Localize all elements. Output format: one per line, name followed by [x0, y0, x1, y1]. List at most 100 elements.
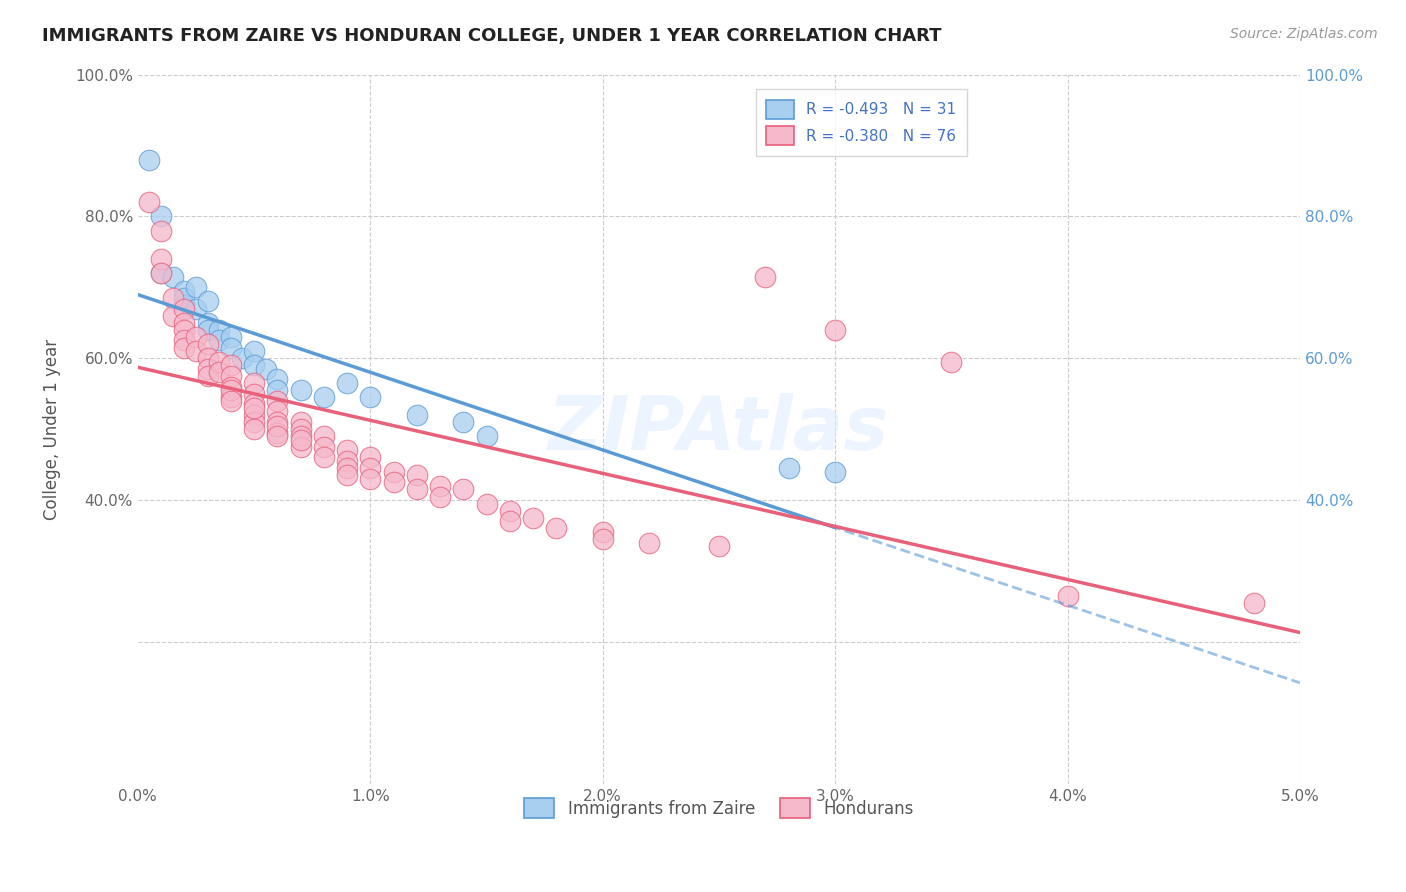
- Point: [312, 440, 335, 454]
- Point: [150, 266, 173, 280]
- Point: [638, 535, 661, 549]
- Point: [173, 341, 195, 355]
- Point: [405, 483, 427, 497]
- Point: [231, 351, 253, 366]
- Point: [312, 450, 335, 465]
- Point: [266, 383, 288, 397]
- Point: [405, 408, 427, 422]
- Point: [219, 359, 242, 373]
- Point: [824, 323, 846, 337]
- Point: [1056, 589, 1078, 603]
- Point: [243, 397, 266, 411]
- Point: [475, 497, 498, 511]
- Point: [150, 252, 173, 266]
- Point: [208, 334, 231, 348]
- Point: [429, 490, 451, 504]
- Point: [243, 415, 266, 429]
- Text: ZIPAtlas: ZIPAtlas: [548, 392, 890, 466]
- Point: [475, 429, 498, 443]
- Point: [266, 393, 288, 408]
- Point: [197, 294, 219, 309]
- Point: [290, 433, 312, 447]
- Point: [197, 362, 219, 376]
- Point: [941, 355, 963, 369]
- Point: [150, 266, 173, 280]
- Point: [184, 301, 207, 316]
- Point: [592, 524, 614, 539]
- Point: [162, 309, 184, 323]
- Point: [219, 393, 242, 408]
- Point: [219, 383, 242, 397]
- Point: [208, 355, 231, 369]
- Point: [197, 337, 219, 351]
- Point: [499, 504, 522, 518]
- Point: [312, 390, 335, 404]
- Point: [266, 372, 288, 386]
- Point: [499, 514, 522, 528]
- Point: [336, 376, 359, 390]
- Point: [243, 401, 266, 415]
- Point: [382, 475, 405, 490]
- Point: [219, 330, 242, 344]
- Point: [359, 390, 381, 404]
- Point: [150, 223, 173, 237]
- Point: [150, 210, 173, 224]
- Point: [173, 284, 195, 298]
- Point: [359, 472, 381, 486]
- Point: [162, 291, 184, 305]
- Point: [184, 330, 207, 344]
- Point: [208, 365, 231, 379]
- Point: [290, 422, 312, 436]
- Point: [451, 483, 474, 497]
- Point: [290, 440, 312, 454]
- Point: [173, 323, 195, 337]
- Point: [138, 195, 160, 210]
- Point: [359, 461, 381, 475]
- Point: [290, 415, 312, 429]
- Point: [197, 351, 219, 366]
- Point: [429, 479, 451, 493]
- Point: [1243, 596, 1265, 610]
- Point: [197, 323, 219, 337]
- Point: [546, 521, 568, 535]
- Point: [266, 418, 288, 433]
- Point: [290, 429, 312, 443]
- Point: [254, 362, 277, 376]
- Point: [208, 323, 231, 337]
- Point: [243, 344, 266, 359]
- Point: [243, 408, 266, 422]
- Point: [219, 341, 242, 355]
- Legend: Immigrants from Zaire, Hondurans: Immigrants from Zaire, Hondurans: [517, 791, 921, 825]
- Point: [451, 415, 474, 429]
- Point: [243, 422, 266, 436]
- Point: [173, 334, 195, 348]
- Text: Source: ZipAtlas.com: Source: ZipAtlas.com: [1230, 27, 1378, 41]
- Point: [173, 316, 195, 330]
- Point: [336, 443, 359, 458]
- Point: [266, 415, 288, 429]
- Point: [707, 539, 730, 553]
- Point: [162, 269, 184, 284]
- Point: [522, 510, 544, 524]
- Point: [336, 461, 359, 475]
- Point: [219, 390, 242, 404]
- Point: [266, 425, 288, 440]
- Point: [266, 429, 288, 443]
- Point: [382, 465, 405, 479]
- Y-axis label: College, Under 1 year: College, Under 1 year: [44, 339, 60, 520]
- Point: [184, 280, 207, 294]
- Point: [197, 316, 219, 330]
- Point: [592, 532, 614, 546]
- Point: [824, 465, 846, 479]
- Point: [754, 269, 776, 284]
- Point: [290, 383, 312, 397]
- Point: [173, 291, 195, 305]
- Point: [243, 386, 266, 401]
- Point: [778, 461, 800, 475]
- Point: [219, 379, 242, 393]
- Point: [405, 468, 427, 483]
- Point: [173, 301, 195, 316]
- Point: [184, 344, 207, 359]
- Text: IMMIGRANTS FROM ZAIRE VS HONDURAN COLLEGE, UNDER 1 YEAR CORRELATION CHART: IMMIGRANTS FROM ZAIRE VS HONDURAN COLLEG…: [42, 27, 942, 45]
- Point: [266, 404, 288, 418]
